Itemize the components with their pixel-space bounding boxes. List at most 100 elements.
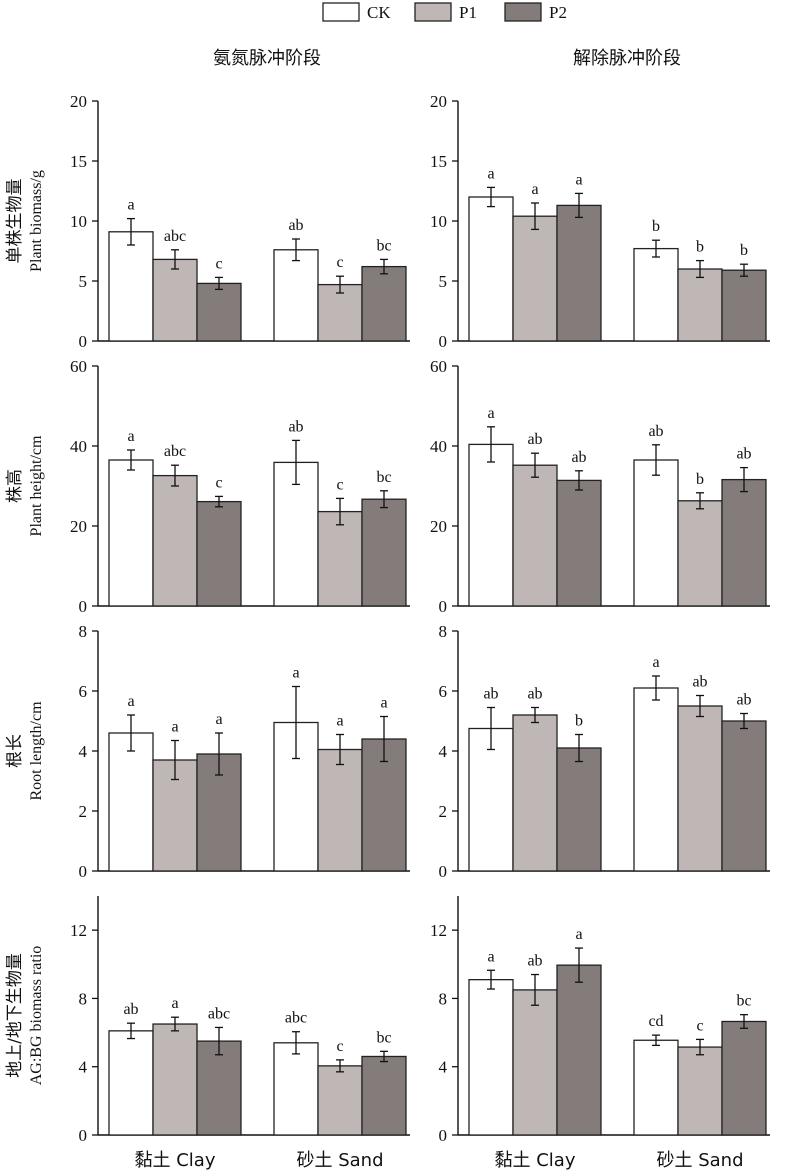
y-tick-label: 10: [430, 212, 447, 231]
bar-ck-clay: [468, 979, 514, 1136]
bar-p2-clay: [556, 964, 602, 1136]
significance-letter: ab: [288, 418, 303, 435]
error-bar: [652, 444, 660, 476]
y-tick-label: 0: [79, 597, 88, 616]
panel-r1-c1: 0 20 40 60 a ab ab b ab ab: [430, 357, 770, 616]
panel-r2-c1: 0 2 4 6 8 ab a ab ab b ab: [439, 622, 770, 881]
significance-letter: a: [127, 428, 134, 445]
row-label-en: Root length/cm: [28, 701, 45, 801]
bar-p1-sand: [677, 705, 723, 872]
error-bar: [487, 706, 495, 751]
significance-letter: a: [487, 405, 494, 422]
bar-p1-sand: [317, 283, 363, 342]
y-tick-label: 6: [79, 682, 88, 701]
bar-ck-sand: [633, 459, 679, 607]
significance-letter: abc: [285, 1010, 307, 1027]
bar-ck-sand: [633, 687, 679, 872]
bar-ck-clay: [108, 1030, 154, 1136]
error-bar: [487, 426, 495, 463]
row-label-1: 株高 Plant height/cm: [5, 435, 45, 536]
significance-letter: abc: [164, 228, 186, 245]
error-bar: [171, 249, 179, 270]
y-tick-label: 4: [79, 1058, 88, 1077]
significance-letter: abc: [208, 1005, 230, 1022]
error-bar: [652, 1034, 660, 1047]
significance-letter: b: [696, 471, 704, 488]
bar-p1-sand: [317, 510, 363, 607]
error-bar: [696, 1038, 704, 1056]
error-bar: [171, 1016, 179, 1032]
significance-letter: a: [292, 665, 299, 682]
significance-letter: bc: [376, 469, 391, 486]
y-tick-label: 8: [79, 622, 88, 641]
error-bar: [575, 733, 583, 763]
error-bar: [531, 973, 539, 1006]
significance-letter: ab: [648, 423, 663, 440]
y-tick-label: 0: [79, 332, 88, 351]
bar-p1-clay: [512, 464, 558, 607]
row-label-zh: 单株生物量: [5, 179, 25, 264]
y-tick-label: 0: [79, 862, 88, 881]
significance-letter: c: [336, 1038, 343, 1055]
significance-letter: ab: [527, 431, 542, 448]
significance-letter: c: [336, 254, 343, 271]
y-tick-label: 20: [70, 92, 87, 111]
bar-p1-clay: [152, 1023, 198, 1136]
legend-item-ck: CK: [322, 2, 391, 22]
error-bar: [740, 712, 748, 730]
error-bar: [575, 947, 583, 983]
bar-ck-sand: [633, 247, 679, 342]
y-tick-label: 60: [70, 357, 87, 376]
bar-p1-sand: [677, 268, 723, 342]
significance-letter: cd: [648, 1013, 663, 1030]
y-tick-label: 8: [79, 989, 88, 1008]
error-bar: [380, 490, 388, 509]
y-tick-label: 4: [439, 742, 448, 761]
bar-p2-clay: [556, 747, 602, 872]
y-tick-label: 20: [430, 517, 447, 536]
bar-p1-clay: [512, 714, 558, 872]
panel-r2-c0: 0 2 4 6 8 a a a a a a: [79, 622, 410, 881]
significance-letter: a: [336, 713, 343, 730]
error-bar: [531, 452, 539, 478]
bar-p1-clay: [512, 989, 558, 1136]
panel-r0-c0: 0 5 10 15 20 a ab abc c c bc: [70, 92, 410, 351]
bar-ck-sand: [273, 461, 319, 607]
y-tick-label: 5: [79, 272, 88, 291]
row-label-en: Plant height/cm: [28, 435, 45, 536]
error-bar: [740, 1013, 748, 1029]
group-label-clay: 黏土 Clay: [135, 1150, 216, 1170]
significance-letter: c: [215, 474, 222, 491]
bar-p2-clay: [196, 500, 242, 607]
bar-p2-sand: [721, 478, 767, 607]
error-bar: [696, 492, 704, 510]
significance-letter: a: [127, 197, 134, 214]
error-bar: [740, 466, 748, 493]
legend-swatch-ck: [322, 2, 360, 22]
error-bar: [215, 732, 223, 776]
error-bar: [215, 276, 223, 291]
panel-r1-c0: 0 20 40 60 a ab abc c c bc: [70, 357, 410, 616]
y-tick-label: 5: [439, 272, 448, 291]
y-tick-label: 0: [439, 1126, 448, 1145]
bar-p1-sand: [317, 1065, 363, 1136]
bar-p2-sand: [721, 1020, 767, 1136]
bar-p2-sand: [721, 269, 767, 342]
significance-letter: a: [127, 693, 134, 710]
bar-ck-clay: [468, 443, 514, 607]
significance-letter: b: [740, 242, 748, 259]
bar-ck-clay: [108, 231, 154, 342]
significance-letter: a: [380, 695, 387, 712]
significance-letter: a: [171, 719, 178, 736]
error-bar: [575, 470, 583, 491]
significance-letter: a: [487, 948, 494, 965]
row-label-0: 单株生物量 Plant biomass/g: [5, 170, 45, 272]
y-tick-label: 6: [439, 682, 448, 701]
bar-p1-clay: [512, 215, 558, 342]
legend-swatch-p2: [504, 2, 542, 22]
significance-letter: c: [215, 255, 222, 272]
significance-letter: a: [215, 711, 222, 728]
significance-letter: abc: [164, 443, 186, 460]
